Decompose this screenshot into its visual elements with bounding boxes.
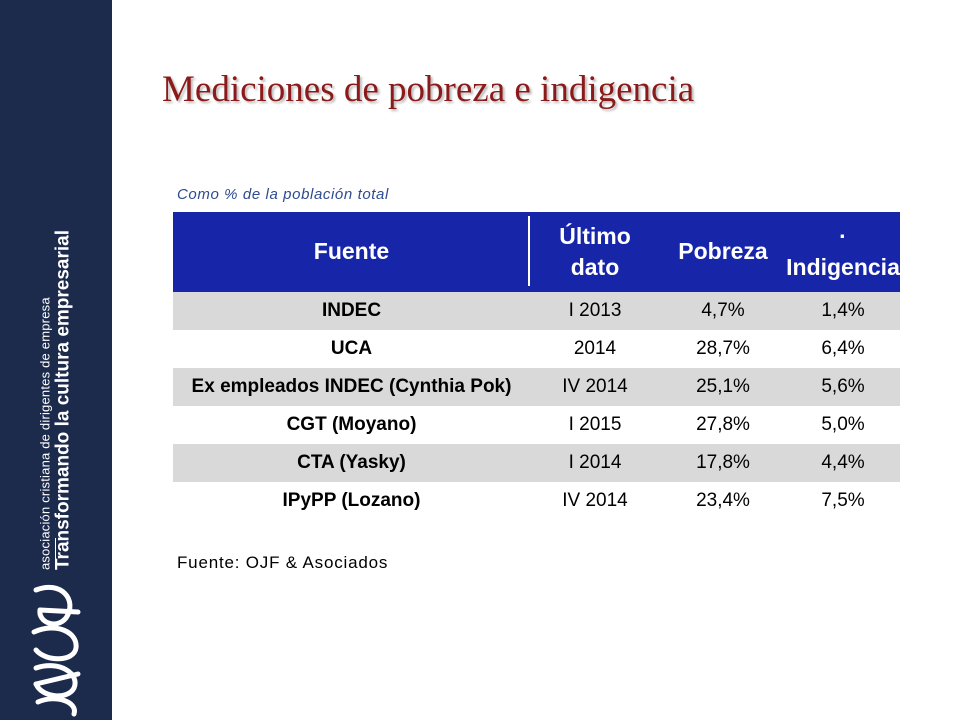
cell-pobreza: 23,4% [696, 490, 750, 511]
cell-dato: I 2015 [568, 414, 622, 435]
table-subtitle: Como % de la población total [177, 186, 389, 203]
cell-pobreza: 27,8% [696, 414, 750, 435]
sidebar-band: asociación cristiana de dirigentes de em… [0, 0, 112, 720]
brand-line-1: asociación cristiana de dirigentes de em… [37, 297, 53, 571]
cell-indigencia: 4,4% [786, 444, 900, 482]
table-row: IPyPP (Lozano) IV 2014 23,4% 7,5% [173, 482, 900, 520]
cell-fuente: Ex empleados INDEC (Cynthia Pok) [173, 368, 530, 406]
header-pobreza: Pobreza [660, 212, 786, 292]
acde-logo [31, 584, 81, 717]
cell-dato: IV 2014 [530, 368, 660, 406]
source-note: Fuente: OJF & Asociados [177, 553, 389, 572]
cell-dato: IV 2014 [562, 490, 628, 511]
cell-pobreza: 17,8% [660, 444, 786, 482]
cell-pobreza: 4,7% [660, 292, 786, 330]
cell-indigencia: 5,0% [821, 414, 865, 435]
cell-indigencia: 5,6% [786, 368, 900, 406]
poverty-table: Fuente Último dato Pobreza · Indigencia … [173, 212, 900, 520]
cell-fuente: INDEC [173, 292, 530, 330]
page-title: Mediciones de pobreza e indigencia [162, 69, 695, 110]
table-row: UCA 2014 28,7% 6,4% [173, 330, 900, 368]
header-ultimo-line1: Último [559, 222, 631, 249]
brand-line-2: Transformando la cultura empresarial [52, 229, 74, 571]
brand-divider [55, 538, 56, 566]
brand-text: asociación cristiana de dirigentes de em… [38, 230, 75, 570]
cell-dato: I 2013 [530, 292, 660, 330]
table-row: Ex empleados INDEC (Cynthia Pok) IV 2014… [173, 368, 900, 406]
cell-dato: I 2014 [530, 444, 660, 482]
cell-indigencia: 1,4% [786, 292, 900, 330]
header-ultimo-line2: dato [570, 254, 620, 280]
table-row: CTA (Yasky) I 2014 17,8% 4,4% [173, 444, 900, 482]
cell-dato: 2014 [573, 338, 617, 359]
cell-fuente: IPyPP (Lozano) [282, 490, 421, 511]
header-indigencia: · Indigencia [786, 212, 900, 292]
header-fuente: Fuente [173, 212, 530, 292]
table-header-row: Fuente Último dato Pobreza · Indigencia [173, 212, 900, 292]
cell-pobreza: 28,7% [696, 338, 750, 359]
cell-indigencia: 7,5% [821, 490, 865, 511]
table-row: CGT (Moyano) I 2015 27,8% 5,0% [173, 406, 900, 444]
cell-fuente: CTA (Yasky) [173, 444, 530, 482]
cell-fuente: UCA [330, 338, 373, 359]
cell-pobreza: 25,1% [660, 368, 786, 406]
cell-fuente: CGT (Moyano) [286, 414, 417, 435]
cell-indigencia: 6,4% [821, 338, 865, 359]
header-ultimo-dato: Último dato [530, 212, 660, 292]
table-row: INDEC I 2013 4,7% 1,4% [173, 292, 900, 330]
